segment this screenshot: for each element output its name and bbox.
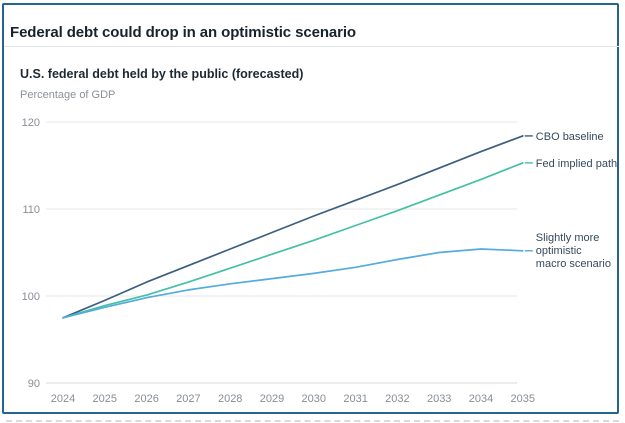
legend-label-0-line-0: CBO baseline bbox=[536, 131, 604, 143]
series-line-2 bbox=[62, 248, 524, 319]
x-tick-label-2029: 2029 bbox=[260, 393, 284, 405]
y-tick-label-100: 100 bbox=[22, 291, 40, 303]
x-tick-label-2035: 2035 bbox=[511, 393, 535, 405]
x-tick-label-2031: 2031 bbox=[343, 393, 367, 405]
x-tick-label-2024: 2024 bbox=[51, 393, 75, 405]
chart-title: U.S. federal debt held by the public (fo… bbox=[20, 67, 304, 81]
x-tick-label-2025: 2025 bbox=[93, 393, 117, 405]
x-tick-label-2034: 2034 bbox=[469, 393, 493, 405]
legend-label-2-line-1: optimistic bbox=[536, 245, 582, 257]
x-tick-label-2027: 2027 bbox=[176, 393, 200, 405]
x-tick-label-2028: 2028 bbox=[218, 393, 242, 405]
page-title: Federal debt could drop in an optimistic… bbox=[10, 24, 356, 41]
y-tick-label-120: 120 bbox=[22, 117, 40, 129]
series-line-0 bbox=[62, 135, 524, 319]
legend-label-2-line-0: Slightly more bbox=[536, 232, 600, 244]
series-line-1 bbox=[62, 162, 524, 319]
x-tick-label-2032: 2032 bbox=[385, 393, 409, 405]
y-tick-label-90: 90 bbox=[28, 378, 40, 390]
legend-label-2-line-2: macro scenario bbox=[536, 258, 611, 270]
x-tick-label-2030: 2030 bbox=[302, 393, 326, 405]
y-tick-label-110: 110 bbox=[22, 204, 40, 216]
x-tick-label-2026: 2026 bbox=[134, 393, 158, 405]
bottom-dashed-edge bbox=[6, 420, 619, 422]
title-divider bbox=[4, 46, 619, 47]
x-tick-label-2033: 2033 bbox=[427, 393, 451, 405]
y-axis-unit-label: Percentage of GDP bbox=[20, 89, 116, 101]
legend-label-1-line-0: Fed implied path bbox=[536, 158, 617, 170]
